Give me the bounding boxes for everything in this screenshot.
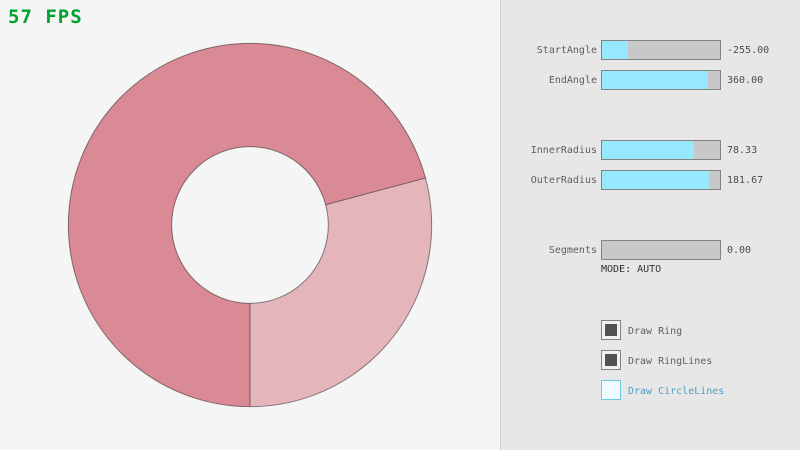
slider-row-outerradius: OuterRadius 181.67 xyxy=(501,170,800,190)
checkmark xyxy=(605,354,617,366)
draw-ring-checkbox[interactable] xyxy=(601,320,621,340)
outerradius-slider-fill xyxy=(602,171,710,189)
controls-panel: StartAngle -255.00 EndAngle 360.00 Inner… xyxy=(500,0,800,450)
slider-row-segments: Segments 0.00 xyxy=(501,240,800,260)
slider-row-innerradius: InnerRadius 78.33 xyxy=(501,140,800,160)
innerradius-value: 78.33 xyxy=(727,145,758,156)
donut-ring xyxy=(67,42,433,408)
innerradius-label: InnerRadius xyxy=(530,145,597,156)
checkbox-row-draw-circlelines: Draw CircleLines xyxy=(501,380,800,400)
checkbox-row-draw-ring: Draw Ring xyxy=(501,320,800,340)
ring-sector-single-pass xyxy=(250,177,432,407)
endangle-label: EndAngle xyxy=(548,75,597,86)
draw-ringlines-label: Draw RingLines xyxy=(628,356,713,367)
draw-circlelines-label: Draw CircleLines xyxy=(628,386,725,397)
innerradius-slider-fill xyxy=(602,141,695,159)
ring-outline-outer xyxy=(67,42,433,408)
segments-slider[interactable] xyxy=(601,240,721,260)
endangle-slider[interactable] xyxy=(601,70,721,90)
checkmark xyxy=(605,324,617,336)
slider-row-startangle: StartAngle -255.00 xyxy=(501,40,800,60)
draw-ring-label: Draw Ring xyxy=(628,326,683,337)
segments-label: Segments xyxy=(548,245,597,256)
draw-ringlines-checkbox[interactable] xyxy=(601,350,621,370)
ring-sector-double-pass xyxy=(68,43,426,407)
outerradius-value: 181.67 xyxy=(727,175,764,186)
ring-outline-inner xyxy=(171,146,329,304)
segments-value: 0.00 xyxy=(727,245,752,256)
segments-mode-label: MODE: AUTO xyxy=(601,264,662,275)
fps-counter: 57 FPS xyxy=(8,6,83,28)
checkbox-row-draw-ringlines: Draw RingLines xyxy=(501,350,800,370)
startangle-slider[interactable] xyxy=(601,40,721,60)
startangle-label: StartAngle xyxy=(536,45,597,56)
draw-circlelines-checkbox[interactable] xyxy=(601,380,621,400)
ring-boundary-line-right xyxy=(325,177,426,206)
startangle-value: -255.00 xyxy=(727,45,770,56)
endangle-value: 360.00 xyxy=(727,75,764,86)
slider-row-endangle: EndAngle 360.00 xyxy=(501,70,800,90)
startangle-slider-fill xyxy=(602,41,628,59)
outerradius-slider[interactable] xyxy=(601,170,721,190)
endangle-slider-fill xyxy=(602,71,709,89)
innerradius-slider[interactable] xyxy=(601,140,721,160)
outerradius-label: OuterRadius xyxy=(530,175,597,186)
